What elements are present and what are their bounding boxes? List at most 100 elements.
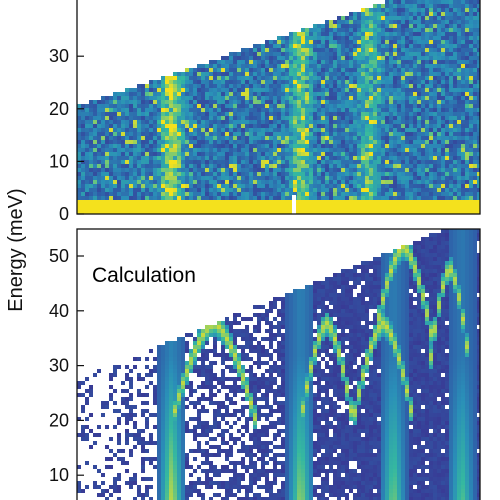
heatmap-cell (301, 212, 305, 214)
heatmap-cell (385, 80, 389, 84)
heatmap-cell (209, 104, 213, 108)
heatmap-cell (437, 96, 441, 100)
heatmap-cell (85, 204, 89, 208)
heatmap-cell (349, 108, 353, 112)
heatmap-cell (469, 36, 473, 40)
heatmap-cell (269, 68, 273, 72)
heatmap-cell (477, 120, 480, 124)
heatmap-cell (349, 128, 353, 132)
heatmap-cell (381, 128, 385, 132)
heatmap-cell (265, 136, 269, 140)
heatmap-cell (317, 52, 321, 56)
heatmap-cell (405, 116, 409, 120)
heatmap-cell (277, 124, 281, 128)
heatmap-cell (341, 180, 345, 184)
heatmap-cell (185, 68, 189, 72)
heatmap-cell (161, 409, 165, 413)
heatmap-cell (365, 8, 369, 12)
heatmap-cell (241, 180, 245, 184)
heatmap-cell (221, 172, 225, 176)
heatmap-cell (325, 208, 329, 212)
heatmap-cell (441, 52, 445, 56)
heatmap-cell (441, 84, 445, 88)
heatmap-cell (373, 120, 377, 124)
heatmap-cell (265, 180, 269, 184)
heatmap-cell (437, 112, 441, 116)
heatmap-cell (365, 132, 369, 136)
heatmap-cell (297, 132, 301, 136)
heatmap-cell (109, 152, 113, 156)
heatmap-cell (413, 8, 417, 12)
heatmap-cell (325, 156, 329, 160)
heatmap-cell (153, 140, 157, 144)
heatmap-cell (381, 108, 385, 112)
heatmap-cell (477, 64, 480, 68)
heatmap-cell (177, 437, 181, 441)
heatmap-cell (221, 84, 225, 88)
heatmap-cell (241, 160, 245, 164)
heatmap-cell (325, 104, 329, 108)
heatmap-cell (153, 100, 157, 104)
heatmap-cell (381, 144, 385, 148)
heatmap-cell (421, 28, 425, 32)
heatmap-cell (157, 497, 161, 500)
heatmap-cell (117, 489, 121, 493)
heatmap-cell (141, 429, 145, 433)
heatmap-cell (361, 116, 365, 120)
heatmap-cell (177, 96, 181, 100)
heatmap-cell (381, 160, 385, 164)
heatmap-cell (257, 172, 261, 176)
heatmap-cell (377, 168, 381, 172)
heatmap-cell (385, 152, 389, 156)
heatmap-cell (105, 172, 109, 176)
heatmap-cell (157, 188, 161, 192)
heatmap-cell (185, 425, 189, 429)
heatmap-cell (445, 8, 449, 12)
heatmap-cell (257, 92, 261, 96)
heatmap-cell (89, 164, 93, 168)
heatmap-cell (189, 76, 193, 80)
heatmap-cell (181, 477, 185, 481)
heatmap-cell (405, 12, 409, 16)
heatmap-cell (265, 124, 269, 128)
heatmap-cell (393, 160, 397, 164)
heatmap-cell (177, 409, 181, 413)
heatmap-cell (165, 188, 169, 192)
heatmap-cell (101, 120, 105, 124)
heatmap-cell (285, 100, 289, 104)
heatmap-cell (85, 196, 89, 200)
heatmap-cell (309, 104, 313, 108)
heatmap-cell (297, 120, 301, 124)
heatmap-cell (249, 84, 253, 88)
heatmap-cell (173, 377, 177, 381)
heatmap-cell (405, 180, 409, 184)
heatmap-cell (81, 156, 85, 160)
heatmap-cell (477, 20, 480, 24)
heatmap-cell (241, 52, 245, 56)
heatmap-cell (477, 200, 480, 204)
heatmap-cell (281, 60, 285, 64)
heatmap-cell (289, 140, 293, 144)
heatmap-cell (197, 76, 201, 80)
heatmap-cell (473, 112, 477, 116)
heatmap-cell (321, 68, 325, 72)
heatmap-cell (469, 116, 473, 120)
heatmap-cell (381, 24, 385, 28)
heatmap-cell (445, 64, 449, 68)
heatmap-cell (145, 156, 149, 160)
heatmap-cell (349, 176, 353, 180)
heatmap-cell (453, 88, 457, 92)
heatmap-cell (437, 172, 441, 176)
heatmap-cell (157, 80, 161, 84)
heatmap-cell (273, 180, 277, 184)
heatmap-cell (221, 88, 225, 92)
heatmap-cell (465, 180, 469, 184)
heatmap-cell (305, 212, 309, 214)
heatmap-cell (345, 36, 349, 40)
heatmap-cell (173, 421, 177, 425)
heatmap-cell (265, 96, 269, 100)
heatmap-cell (121, 144, 125, 148)
heatmap-cell (185, 497, 189, 500)
heatmap-cell (105, 108, 109, 112)
heatmap-cell (125, 212, 129, 214)
